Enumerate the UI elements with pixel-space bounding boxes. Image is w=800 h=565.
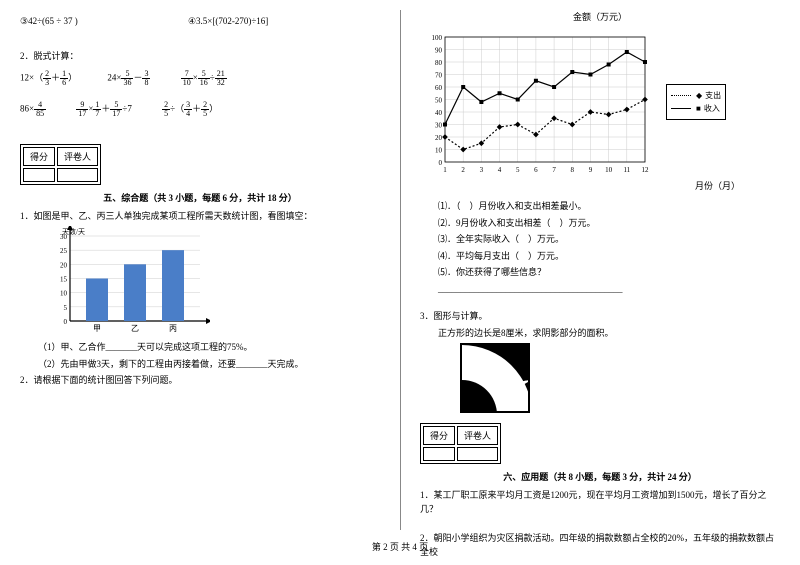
q1a: （1）甲、乙合作_______天可以完成这项工程的75%。 (20, 341, 380, 355)
item-3: ③42÷(65 ÷ 37 ) (20, 16, 78, 27)
score-h1: 得分 (23, 147, 55, 166)
r4: ⑷．平均每月支出（ ）万元。 (420, 250, 780, 264)
svg-text:5: 5 (64, 304, 68, 312)
svg-text:12: 12 (642, 166, 650, 174)
xlabel: 月份（月） (420, 179, 740, 192)
right-column: 金额（万元） 010203040506070809010012345678910… (400, 0, 800, 540)
score-box-5: 得分评卷人 (20, 144, 101, 185)
line-chart: 0102030405060708090100123456789101112 (420, 27, 660, 177)
item-4: ④3.5×[(702-270)÷16] (188, 16, 268, 27)
aq2: 2．朝阳小学组织为灾区捐款活动。四年级的捐款数额占全校的20%，五年级的捐款数额… (420, 532, 780, 559)
eq1: 12×（23＋16） (20, 70, 77, 87)
svg-text:甲: 甲 (93, 324, 101, 333)
r5: ⑸．你还获得了哪些信息？ (420, 266, 780, 280)
aq1: 1．某工厂职工原来平均月工资是1200元，现在平均月工资增加到1500元，增长了… (420, 489, 780, 516)
q2-text: 2．请根据下面的统计图回答下列问题。 (20, 374, 380, 388)
eq3: 710×516÷2132 (181, 70, 227, 87)
equation-row-2: 86×485 917×17＋517÷7 25÷（34＋25） (20, 101, 380, 118)
q1-text: 1．如图是甲、乙、丙三人单独完成某项工程所需天数统计图，看图填空： (20, 210, 380, 224)
score-box-6: 得分评卷人 (420, 423, 501, 464)
legend-out: 支出 (705, 90, 721, 101)
score-h2: 评卷人 (57, 147, 98, 166)
r2: ⑵．9月份收入和支出相差（ ）万元。 (420, 217, 780, 231)
svg-text:1: 1 (443, 166, 447, 174)
svg-text:0: 0 (64, 318, 68, 326)
section-6-title: 六、应用题（共 8 小题，每题 3 分，共计 24 分） (420, 470, 780, 483)
section-5-title: 五、综合题（共 3 小题，每题 6 分，共计 18 分） (20, 191, 380, 204)
svg-text:15: 15 (60, 276, 68, 284)
svg-text:6: 6 (534, 166, 538, 174)
svg-text:2: 2 (461, 166, 465, 174)
svg-text:25: 25 (60, 247, 68, 255)
svg-text:30: 30 (435, 122, 443, 130)
eq5: 917×17＋517÷7 (76, 101, 132, 118)
svg-text:7: 7 (552, 166, 556, 174)
svg-text:80: 80 (435, 59, 443, 67)
square-figure (460, 343, 530, 413)
svg-text:5: 5 (516, 166, 520, 174)
left-column: ③42÷(65 ÷ 37 ) ④3.5×[(702-270)÷16] 2．脱式计… (0, 0, 400, 540)
svg-text:3: 3 (480, 166, 484, 174)
calc-title: 2．脱式计算： (20, 50, 380, 64)
svg-text:0: 0 (439, 159, 443, 167)
svg-text:11: 11 (623, 166, 630, 174)
score-h1b: 得分 (423, 426, 455, 445)
svg-text:10: 10 (60, 290, 68, 298)
svg-text:20: 20 (60, 261, 68, 269)
svg-text:8: 8 (571, 166, 575, 174)
bar-chart: 051015202530天数/天甲乙丙 (40, 226, 210, 336)
chart-legend: ◆支出 ■收入 (666, 84, 726, 120)
blank-line: ________________________________________… (420, 283, 780, 297)
legend-in: 收入 (704, 103, 720, 114)
svg-text:100: 100 (432, 34, 443, 42)
svg-text:9: 9 (589, 166, 593, 174)
svg-text:20: 20 (435, 134, 443, 142)
svg-text:70: 70 (435, 72, 443, 80)
r3: ⑶．全年实际收入（ ）万元。 (420, 233, 780, 247)
eq4: 86×485 (20, 101, 46, 118)
svg-text:10: 10 (435, 147, 443, 155)
q1b: （2）先由甲做3天，剩下的工程由丙接着做，还要_______天完成。 (20, 358, 380, 372)
svg-text:90: 90 (435, 47, 443, 55)
svg-text:天数/天: 天数/天 (62, 227, 85, 236)
eq6: 25÷（34＋25） (162, 101, 218, 118)
score-h2b: 评卷人 (457, 426, 498, 445)
equation-row-1: 12×（23＋16） 24×536－38 710×516÷2132 (20, 70, 380, 87)
r1: ⑴．（ ）月份收入和支出相差最小。 (420, 200, 780, 214)
svg-text:60: 60 (435, 84, 443, 92)
eq2: 24×536－38 (107, 70, 150, 87)
svg-text:乙: 乙 (131, 324, 139, 333)
svg-text:40: 40 (435, 109, 443, 117)
chart-title: 金额（万元） (420, 10, 780, 23)
svg-text:50: 50 (435, 97, 443, 105)
svg-text:10: 10 (605, 166, 613, 174)
svg-text:丙: 丙 (169, 324, 177, 333)
problem-row: ③42÷(65 ÷ 37 ) ④3.5×[(702-270)÷16] (20, 16, 380, 27)
svg-text:4: 4 (498, 166, 502, 174)
q3: 3．图形与计算。 (420, 310, 780, 324)
q3a: 正方形的边长是8厘米，求阴影部分的面积。 (420, 327, 780, 341)
